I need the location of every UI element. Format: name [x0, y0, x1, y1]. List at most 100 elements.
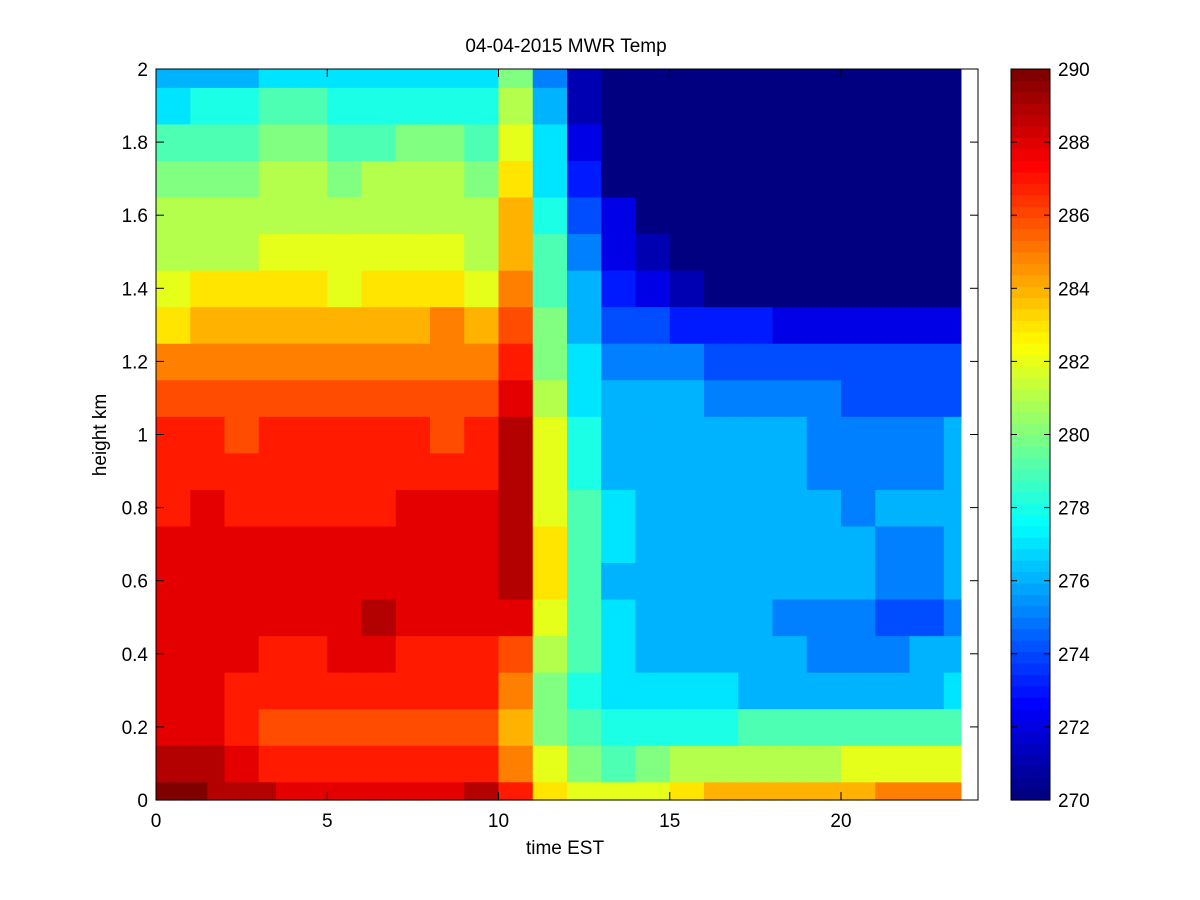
- colorbar-tick-label: 274: [1058, 645, 1090, 666]
- heatmap-cell: [275, 525, 294, 564]
- heatmap-cell: [173, 233, 191, 271]
- heatmap-cell: [772, 69, 791, 88]
- heatmap-cell: [430, 306, 448, 344]
- heatmap-cell: [669, 635, 688, 673]
- heatmap-cell: [549, 123, 568, 161]
- heatmap-cell: [498, 270, 517, 308]
- y-tick-label: 2: [137, 60, 148, 81]
- heatmap-cell: [909, 123, 928, 161]
- heatmap-cell: [447, 708, 465, 746]
- heatmap-cell: [327, 123, 345, 161]
- heatmap-cell: [721, 562, 739, 600]
- heatmap-cell: [704, 343, 722, 381]
- heatmap-cell: [841, 416, 859, 454]
- heatmap-cell: [447, 87, 465, 125]
- heatmap-cell: [378, 306, 397, 344]
- colorbar-step: [1011, 605, 1050, 618]
- heatmap-cell: [412, 562, 431, 600]
- heatmap-cell: [892, 343, 911, 381]
- heatmap-cell: [635, 160, 654, 198]
- heatmap-cell: [567, 525, 585, 564]
- heatmap-cell: [926, 69, 945, 88]
- colorbar-step: [1011, 126, 1050, 139]
- heatmap-cell: [395, 525, 414, 564]
- heatmap-cell: [275, 708, 294, 746]
- heatmap-cell: [395, 416, 414, 454]
- heatmap-cell: [327, 708, 345, 746]
- heatmap-cell: [926, 525, 945, 564]
- heatmap-cell: [275, 270, 294, 308]
- heatmap-cell: [430, 160, 448, 198]
- heatmap-cell: [909, 69, 928, 88]
- heatmap-cell: [635, 343, 654, 381]
- heatmap-cell: [943, 87, 962, 125]
- heatmap-cell: [704, 69, 722, 88]
- heatmap-cell: [721, 196, 739, 235]
- heatmap-cell: [361, 416, 380, 454]
- heatmap-cell: [858, 233, 876, 271]
- heatmap-cell: [258, 672, 277, 710]
- heatmap-cell: [395, 87, 414, 125]
- heatmap-cell: [892, 489, 911, 527]
- heatmap-cell: [549, 343, 568, 381]
- heatmap-cell: [344, 416, 363, 454]
- heatmap-cell: [721, 69, 739, 88]
- heatmap-cell: [721, 306, 739, 344]
- heatmap-cell: [344, 343, 363, 381]
- heatmap-cell: [361, 562, 380, 600]
- heatmap-cell: [943, 489, 962, 527]
- heatmap-cell: [721, 416, 739, 454]
- heatmap-cell: [224, 781, 243, 801]
- heatmap-cell: [395, 781, 414, 801]
- heatmap-cell: [669, 270, 688, 308]
- heatmap-cell: [892, 416, 911, 454]
- heatmap-cell: [498, 635, 517, 673]
- heatmap-cell: [258, 635, 277, 673]
- heatmap-cell: [344, 708, 363, 746]
- heatmap-cell: [789, 69, 808, 88]
- heatmap-cell: [789, 489, 808, 527]
- heatmap-cell: [207, 196, 226, 235]
- heatmap-cell: [926, 379, 945, 417]
- heatmap-cell: [584, 708, 602, 746]
- heatmap-cell: [464, 745, 482, 783]
- heatmap-cell: [515, 708, 534, 746]
- heatmap-cell: [498, 672, 517, 710]
- heatmap-cell: [567, 416, 585, 454]
- heatmap-cell: [823, 452, 842, 490]
- heatmap-cell: [275, 562, 294, 600]
- colorbar-step: [1011, 240, 1050, 253]
- heatmap-cell: [395, 123, 414, 161]
- heatmap-cell: [241, 598, 260, 637]
- heatmap-cell: [293, 562, 311, 600]
- heatmap-cell: [892, 781, 911, 801]
- heatmap-cell: [224, 87, 243, 125]
- heatmap-cell: [669, 452, 688, 490]
- heatmap-cell: [395, 160, 414, 198]
- colorbar-step: [1011, 194, 1050, 207]
- heatmap-cell: [275, 781, 294, 801]
- heatmap-cell: [412, 598, 431, 637]
- x-tick-label: 20: [830, 811, 851, 832]
- heatmap-cell: [344, 123, 363, 161]
- heatmap-cell: [858, 745, 876, 783]
- heatmap-cell: [772, 708, 791, 746]
- heatmap-cell: [464, 123, 482, 161]
- colorbar-step: [1011, 457, 1050, 470]
- heatmap-cell: [618, 233, 637, 271]
- heatmap-cell: [858, 160, 876, 198]
- y-tick-label: 0.6: [122, 572, 148, 593]
- heatmap-cell: [858, 87, 876, 125]
- heatmap-cell: [532, 452, 551, 490]
- heatmap-cell: [858, 525, 876, 564]
- heatmap-cell: [704, 196, 722, 235]
- heatmap-cell: [618, 270, 637, 308]
- colorbar-step: [1011, 651, 1050, 664]
- heatmap-cell: [430, 598, 448, 637]
- heatmap-cell: [293, 598, 311, 637]
- heatmap-cell: [584, 416, 602, 454]
- heatmap-cell: [618, 452, 637, 490]
- heatmap-cell: [241, 233, 260, 271]
- heatmap-cell: [584, 160, 602, 198]
- heatmap-cell: [755, 160, 774, 198]
